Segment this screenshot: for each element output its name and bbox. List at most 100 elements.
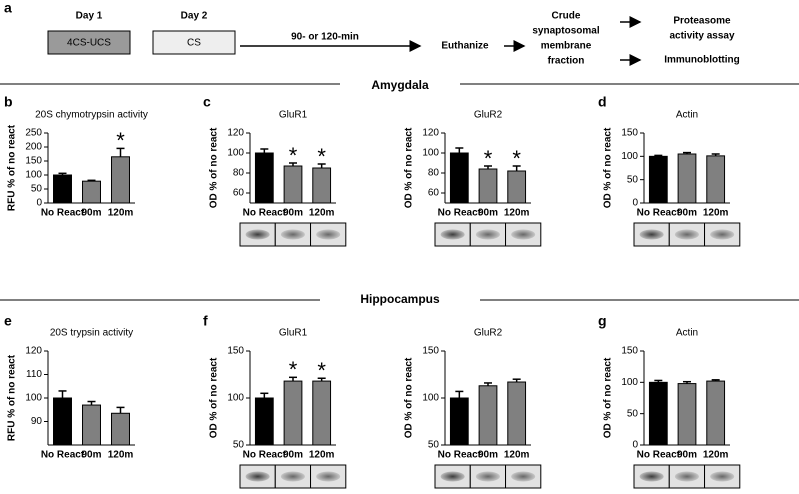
chart-title: GluR1 bbox=[279, 110, 308, 121]
y-tick-label: 100 bbox=[227, 393, 244, 404]
bar bbox=[706, 380, 726, 446]
bar bbox=[283, 380, 303, 446]
bar bbox=[312, 380, 332, 446]
y-tick-label: 200 bbox=[25, 142, 42, 153]
x-tick-label: No React bbox=[637, 208, 681, 219]
blot-band bbox=[639, 471, 664, 482]
significance-marker: * bbox=[512, 146, 521, 171]
blot-band bbox=[674, 471, 699, 482]
chart-title: Actin bbox=[676, 328, 698, 339]
x-tick-label: 120m bbox=[309, 450, 335, 461]
x-tick-label: 120m bbox=[108, 208, 134, 219]
panel-letter: g bbox=[598, 313, 607, 329]
chart-title: 20S trypsin activity bbox=[50, 328, 133, 339]
step-label: synaptosomal bbox=[532, 26, 599, 37]
x-tick-label: 120m bbox=[703, 208, 729, 219]
bar bbox=[111, 412, 130, 446]
bar bbox=[312, 167, 332, 204]
bar bbox=[648, 155, 668, 204]
output-label: Immunoblotting bbox=[664, 55, 740, 66]
x-tick-label: No React bbox=[41, 450, 85, 461]
y-tick-label: 150 bbox=[25, 156, 42, 167]
bar bbox=[677, 153, 697, 204]
blot-band bbox=[316, 229, 341, 240]
section-title: Hippocampus bbox=[360, 292, 440, 306]
chart-title: GluR2 bbox=[474, 110, 503, 121]
significance-marker: * bbox=[289, 143, 298, 168]
blot-band bbox=[511, 471, 536, 482]
step-label: Crude bbox=[552, 11, 581, 22]
blot-band bbox=[440, 229, 465, 240]
y-tick-label: 0 bbox=[632, 440, 638, 451]
section-title: Amygdala bbox=[371, 78, 429, 92]
y-tick-label: 60 bbox=[428, 188, 440, 199]
x-tick-label: No React bbox=[243, 450, 287, 461]
interval-label: 90- or 120-min bbox=[291, 32, 359, 43]
y-axis-label: OD % of no react bbox=[209, 127, 220, 208]
y-tick-label: 110 bbox=[26, 369, 42, 380]
x-tick-label: 90m bbox=[283, 450, 303, 461]
y-axis-label: OD % of no react bbox=[209, 357, 220, 438]
chart-title: 20S chymotrypsin activity bbox=[35, 110, 148, 121]
x-tick-label: 120m bbox=[703, 450, 729, 461]
x-tick-label: No React bbox=[243, 208, 287, 219]
blot-band bbox=[475, 471, 500, 482]
y-tick-label: 100 bbox=[422, 393, 439, 404]
x-tick-label: 90m bbox=[478, 208, 498, 219]
bar bbox=[82, 404, 101, 446]
y-axis-label: OD % of no react bbox=[603, 357, 614, 438]
chart-title: GluR2 bbox=[474, 328, 503, 339]
blot-band bbox=[511, 229, 536, 240]
blot-band bbox=[440, 471, 465, 482]
y-tick-label: 50 bbox=[233, 440, 245, 451]
y-axis-label: OD % of no react bbox=[404, 127, 415, 208]
x-tick-label: No React bbox=[41, 208, 85, 219]
box-label: CS bbox=[187, 38, 201, 49]
blot-band bbox=[316, 471, 341, 482]
bar bbox=[111, 156, 130, 204]
blot-band bbox=[245, 471, 270, 482]
y-axis-label: OD % of no react bbox=[404, 357, 415, 438]
y-tick-label: 100 bbox=[25, 393, 42, 404]
panel-letter: c bbox=[203, 94, 211, 110]
y-tick-label: 120 bbox=[25, 346, 42, 357]
chart-title: GluR1 bbox=[279, 328, 308, 339]
y-tick-label: 120 bbox=[227, 128, 244, 139]
bar bbox=[53, 174, 72, 204]
output-label: activity assay bbox=[669, 31, 734, 42]
y-tick-label: 50 bbox=[31, 184, 43, 195]
significance-marker: * bbox=[484, 146, 493, 171]
x-tick-label: No React bbox=[637, 450, 681, 461]
step-label: fraction bbox=[548, 56, 585, 67]
panel-letter: d bbox=[598, 94, 607, 110]
blot-band bbox=[280, 471, 305, 482]
y-tick-label: 80 bbox=[233, 168, 245, 179]
bar bbox=[82, 180, 101, 204]
y-tick-label: 50 bbox=[428, 440, 440, 451]
significance-marker: * bbox=[289, 357, 298, 382]
x-tick-label: 120m bbox=[504, 450, 530, 461]
blot-band bbox=[639, 229, 664, 240]
bar bbox=[254, 152, 274, 204]
y-tick-label: 60 bbox=[233, 188, 245, 199]
panel-letter: f bbox=[203, 313, 208, 329]
y-tick-label: 150 bbox=[227, 346, 244, 357]
bar bbox=[53, 397, 72, 446]
y-tick-label: 150 bbox=[621, 128, 638, 139]
x-tick-label: 90m bbox=[478, 450, 498, 461]
x-tick-label: No React bbox=[438, 208, 482, 219]
step-label: Euthanize bbox=[441, 41, 489, 52]
box bbox=[152, 30, 236, 55]
step-label: membrane bbox=[541, 41, 592, 52]
y-tick-label: 120 bbox=[422, 128, 439, 139]
y-tick-label: 100 bbox=[621, 151, 638, 162]
y-axis-label: RFU % of no react bbox=[7, 124, 18, 211]
y-tick-label: 150 bbox=[422, 346, 439, 357]
x-tick-label: 90m bbox=[81, 450, 101, 461]
bar bbox=[254, 397, 274, 446]
y-tick-label: 100 bbox=[227, 148, 244, 159]
significance-marker: * bbox=[116, 128, 125, 153]
x-tick-label: 90m bbox=[283, 208, 303, 219]
y-axis-label: RFU % of no react bbox=[7, 354, 18, 441]
x-tick-label: 90m bbox=[81, 208, 101, 219]
